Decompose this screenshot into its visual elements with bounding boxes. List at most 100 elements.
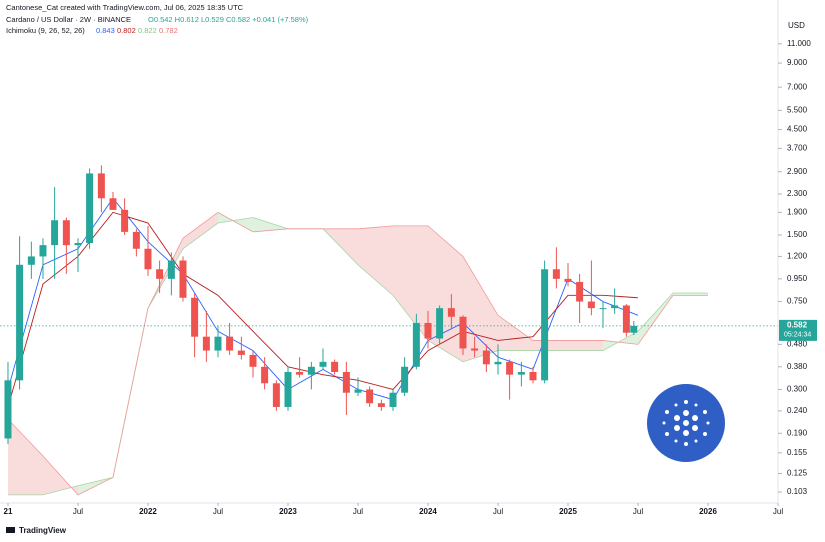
candle-body [39,245,47,257]
y-tick-label: 11.000 [787,39,811,48]
cloud [252,217,288,232]
symbol: Cardano / US Dollar · 2W · BINANCE [6,15,131,24]
candle-body [4,380,12,439]
candle-body [179,260,187,298]
footer-brand: TradingView [19,526,67,535]
x-tick-label: 2026 [699,507,717,516]
x-tick-label: 2024 [419,507,437,516]
cardano-logo [647,384,725,462]
y-tick-label: 5.500 [787,105,808,114]
candle-body [307,366,315,375]
x-tick-label: 2023 [279,507,297,516]
candle-body [401,366,409,393]
indicator-value: 0.802 [117,26,136,35]
indicator-value: 0.822 [138,26,157,35]
candle-body [412,322,420,367]
candle-body [447,308,455,317]
candle-body [296,371,304,375]
candle-body [237,350,245,355]
last-price-box [779,319,817,341]
x-tick-label: Jul [493,507,503,516]
y-tick-label: 1.500 [787,230,808,239]
candle-body [564,278,572,282]
candle-body [377,403,385,407]
candle-body [552,269,560,279]
candle-body [226,336,234,351]
y-tick-label: 0.103 [787,487,808,496]
candle-body [354,389,362,393]
candle-body [109,198,117,210]
cloud [567,340,603,351]
candle-body [97,173,105,199]
y-tick-label: 1.200 [787,252,808,261]
candle-body [494,361,502,365]
candle-body [27,256,35,265]
candle-body [529,371,537,381]
y-tick-label: 4.500 [787,125,808,134]
credit: Cantonese_Cat created with TradingView.c… [6,3,244,12]
y-tick-label: 3.700 [787,143,808,152]
candle-body [576,281,584,302]
y-tick-label: 0.300 [787,385,808,394]
span-b-line [7,211,708,496]
x-tick-label: Jul [773,507,783,516]
candle-body [599,308,607,310]
y-tick-label: 0.125 [787,469,808,478]
candle-body [261,366,269,384]
x-tick-label: Jul [633,507,643,516]
y-tick-label: 2.900 [787,167,808,176]
candle-body [62,220,70,246]
candle-body [424,322,432,339]
y-tick-label: 0.750 [787,297,808,306]
candle-body [622,305,630,333]
candle-body [202,336,210,351]
candle-body [459,316,467,349]
candle-body [86,173,94,244]
cloud [462,256,498,362]
currency: USD [788,21,805,30]
plot-area [0,165,778,496]
cloud [672,292,708,296]
y-tick-label: 1.900 [787,207,808,216]
indicator-value: 0.843 [96,26,115,35]
y-tick-label: 0.950 [787,274,808,283]
cloud [7,419,43,495]
y-tick-label: 2.300 [787,189,808,198]
candle-body [366,389,374,404]
x-tick-label: 2025 [559,507,577,516]
cloud [357,225,393,296]
candle-body [482,350,490,365]
candle-body [191,297,199,337]
cloud [532,340,568,351]
candle-body [51,220,59,246]
indicator-line [7,211,639,408]
candle-body [506,361,514,375]
x-tick-label: 2022 [139,507,157,516]
y-tick-label: 0.380 [787,362,808,371]
y-tick-label: 0.155 [787,448,808,457]
cloud [497,315,533,351]
candle-body [436,308,444,339]
x-tick-label: Jul [353,507,363,516]
candle-body [630,325,638,333]
candle-body [342,371,350,393]
candle-body [331,361,339,372]
candle-body [144,248,152,270]
candle-body [272,383,280,407]
candle-body [284,371,292,407]
candle-body [541,269,549,381]
y-tick-label: 0.190 [787,428,808,437]
y-tick-label: 0.480 [787,339,808,348]
x-tick-label: Jul [213,507,223,516]
indicator-name: Ichimoku (9, 26, 52, 26) [6,26,85,35]
y-tick-label: 0.240 [787,406,808,415]
candle-body [389,392,397,407]
candle-body [319,361,327,367]
candle-body [611,305,619,309]
countdown: 05:24:34 [784,332,811,339]
ohlc: O0.542 H0.612 L0.529 C0.582 +0.041 (+7.5… [148,15,309,24]
candle-body [132,231,140,249]
y-tick-label: 7.000 [787,82,808,91]
candle-body [121,209,129,232]
